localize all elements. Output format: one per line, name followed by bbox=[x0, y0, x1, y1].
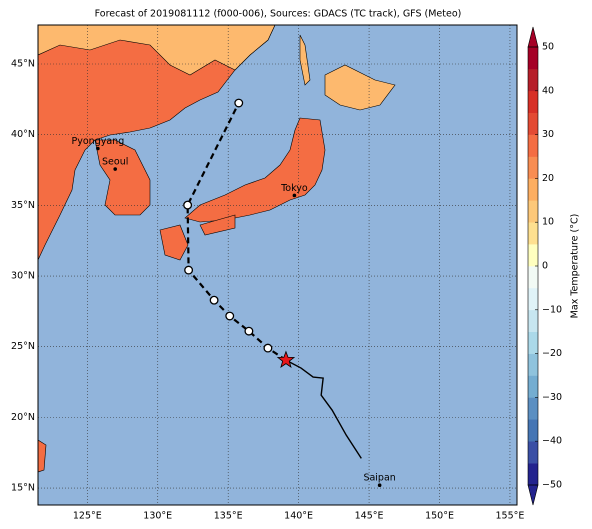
lon-label: 140°E bbox=[284, 511, 313, 522]
colorbar-band bbox=[528, 200, 538, 223]
colorbar-tick-label: 20 bbox=[542, 173, 554, 184]
forecast-point bbox=[263, 343, 273, 353]
lat-label: 30°N bbox=[11, 271, 35, 282]
colorbar-band bbox=[528, 331, 538, 354]
colorbar-band bbox=[528, 134, 538, 157]
lat-label: 45°N bbox=[11, 59, 35, 70]
colorbar-band bbox=[528, 222, 538, 245]
colorbar-band bbox=[528, 463, 538, 486]
forecast-point bbox=[244, 326, 254, 336]
lat-label: 35°N bbox=[11, 200, 35, 211]
colorbar-band bbox=[528, 375, 538, 398]
title: Forecast of 2019081112 (f000-006), Sourc… bbox=[95, 9, 462, 20]
lon-label: 145°E bbox=[355, 511, 384, 522]
colorbar-tick-label: 30 bbox=[542, 129, 554, 140]
lon-label: 135°E bbox=[214, 511, 243, 522]
colorbar-tick-label: 10 bbox=[542, 217, 554, 228]
lon-label: 150°E bbox=[425, 511, 454, 522]
colorbar-tick-label: 40 bbox=[542, 85, 554, 96]
island bbox=[38, 439, 47, 473]
colorbar-tick-label: −40 bbox=[542, 436, 562, 447]
lon-label: 130°E bbox=[143, 511, 172, 522]
city-label: Saipan bbox=[363, 473, 395, 484]
hokkaido bbox=[324, 64, 396, 111]
colorbar-tick-label: 50 bbox=[542, 42, 554, 53]
city-dot bbox=[377, 483, 382, 488]
colorbar-band bbox=[528, 244, 538, 267]
colorbar-band bbox=[528, 419, 538, 442]
lon-label: 155°E bbox=[496, 511, 525, 522]
map-frame bbox=[37, 24, 518, 506]
city-dot bbox=[113, 167, 118, 171]
city-label: Pyongyang bbox=[72, 136, 125, 147]
colorbar-band bbox=[528, 266, 538, 289]
forecast-point bbox=[184, 265, 194, 275]
colorbar-tick-label: 0 bbox=[542, 261, 548, 272]
colorbar: −50 −40 −30 −20 −10 0 10 20 30 40 50 bbox=[527, 26, 562, 506]
colorbar-band bbox=[528, 309, 538, 332]
forecast-point bbox=[234, 98, 244, 108]
lon-label: 125°E bbox=[73, 511, 102, 522]
colorbar-band bbox=[528, 178, 538, 201]
city-dot bbox=[96, 146, 100, 151]
forecast-point bbox=[209, 295, 219, 305]
korea bbox=[94, 139, 151, 216]
colorbar-tick-label: −10 bbox=[542, 304, 562, 315]
current-position bbox=[276, 350, 296, 368]
colorbar-band bbox=[528, 112, 538, 135]
colorbar-tick-label: −50 bbox=[542, 480, 562, 491]
city-label: Tokyo bbox=[280, 183, 308, 194]
forecast-point bbox=[183, 200, 193, 210]
colorbar-label: Max Temperature (°C) bbox=[570, 214, 581, 319]
land bbox=[38, 25, 396, 473]
city-label: Seoul bbox=[102, 157, 128, 168]
kyushu bbox=[159, 224, 189, 261]
colorbar-band bbox=[528, 47, 538, 70]
colorbar-band bbox=[528, 156, 538, 179]
city-dot bbox=[292, 193, 297, 198]
colorbar-tick-label: −20 bbox=[542, 348, 562, 359]
colorbar-tick-label: −30 bbox=[542, 392, 562, 403]
graticule: 125°E 130°E 135°E 140°E 145°E 150°E 155°E 15°N 2… bbox=[11, 25, 524, 522]
colorbar-band bbox=[528, 397, 538, 420]
colorbar-band bbox=[528, 287, 538, 311]
lat-label: 20°N bbox=[11, 412, 35, 423]
colorbar-band bbox=[528, 68, 538, 92]
forecast-point bbox=[225, 311, 235, 321]
colorbar-band bbox=[528, 353, 538, 376]
colorbar-band bbox=[528, 441, 538, 464]
sakhalin bbox=[299, 34, 311, 86]
lat-label: 40°N bbox=[11, 129, 35, 140]
colorbar-extend-top bbox=[527, 26, 539, 48]
honshu bbox=[184, 117, 326, 223]
colorbar-band bbox=[528, 90, 538, 113]
lat-label: 25°N bbox=[11, 341, 35, 352]
observed-track bbox=[285, 359, 362, 459]
shikoku bbox=[199, 214, 236, 236]
track: Pyongyang Seoul Tokyo Saipan bbox=[72, 98, 396, 488]
lat-label: 15°N bbox=[11, 483, 35, 494]
north-land bbox=[38, 25, 276, 76]
colorbar-extend-bottom bbox=[527, 484, 539, 506]
